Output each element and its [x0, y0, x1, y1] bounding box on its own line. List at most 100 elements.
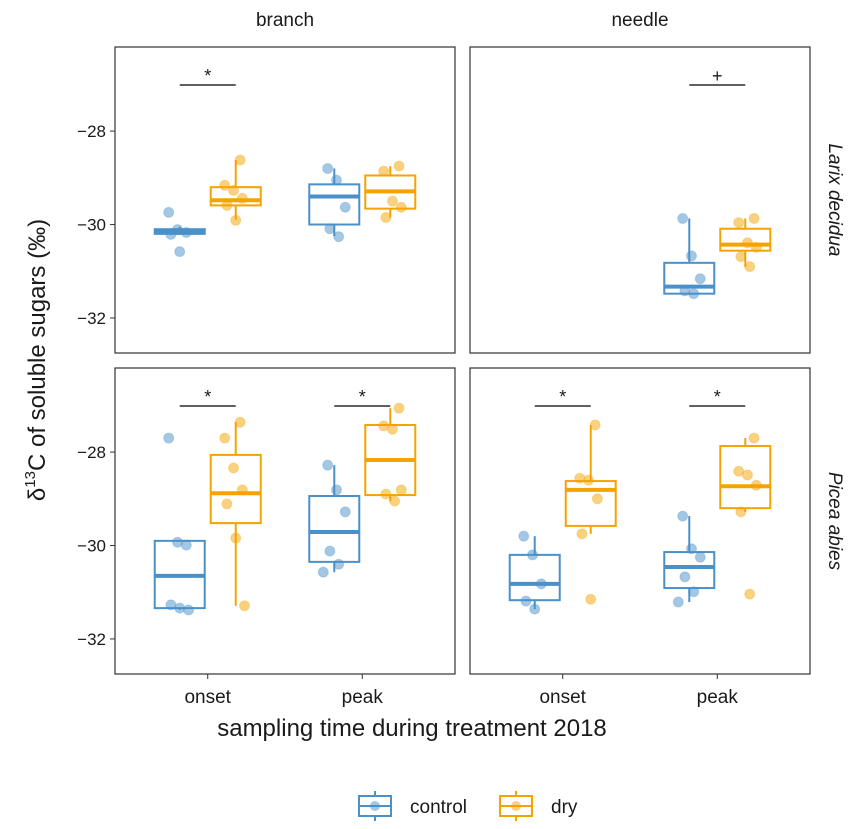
point — [339, 506, 351, 518]
box — [308, 183, 361, 226]
significance-label: * — [559, 387, 566, 407]
y-axis-title-superscript: 13 — [22, 471, 39, 488]
y-axis-title-prefix: δ — [24, 488, 51, 501]
point — [585, 593, 597, 605]
significance-label: * — [204, 387, 211, 407]
point — [688, 288, 700, 300]
point — [741, 469, 753, 481]
point — [324, 223, 336, 235]
point — [535, 578, 547, 590]
point — [741, 237, 753, 249]
significance-label: * — [359, 387, 366, 407]
point — [386, 423, 398, 435]
point — [576, 528, 588, 540]
point — [685, 250, 697, 262]
strip-label: needle — [611, 10, 668, 31]
point — [322, 459, 334, 471]
point — [389, 495, 401, 507]
legend-label: control — [410, 797, 467, 818]
point — [165, 599, 177, 611]
point — [591, 493, 603, 505]
box — [209, 453, 262, 525]
point — [395, 201, 407, 213]
point — [750, 479, 762, 491]
point — [180, 539, 192, 551]
point — [744, 588, 756, 600]
y-tick-label: −30 — [77, 216, 106, 235]
point — [529, 603, 541, 615]
strip-label: branch — [256, 10, 314, 31]
point — [735, 251, 747, 263]
point — [744, 261, 756, 273]
point — [180, 226, 192, 238]
point — [378, 165, 390, 177]
point — [677, 212, 689, 224]
point — [748, 212, 760, 224]
point — [324, 545, 336, 557]
box — [508, 553, 561, 602]
y-tick-label: −32 — [77, 630, 106, 649]
panel-frame — [469, 367, 811, 675]
point — [174, 602, 186, 614]
y-tick-label: −32 — [77, 309, 106, 328]
point — [694, 273, 706, 285]
point — [165, 228, 177, 240]
point — [679, 571, 691, 583]
point — [748, 432, 760, 444]
point — [317, 566, 329, 578]
point — [589, 419, 601, 431]
point — [583, 474, 595, 486]
point — [183, 604, 195, 616]
point — [174, 246, 186, 258]
box — [663, 551, 716, 590]
point — [380, 212, 392, 224]
box — [719, 227, 772, 252]
panel-frame — [469, 46, 811, 354]
point — [228, 462, 240, 474]
point — [236, 484, 248, 496]
significance-label: * — [714, 387, 721, 407]
point — [163, 206, 175, 218]
box — [564, 480, 617, 527]
point — [330, 484, 342, 496]
x-tick-label: peak — [697, 687, 739, 708]
panel-frame — [114, 367, 456, 675]
point — [518, 530, 530, 542]
point — [322, 162, 334, 174]
point — [234, 154, 246, 166]
point — [688, 586, 700, 598]
significance-label: * — [204, 66, 211, 86]
point — [333, 558, 345, 570]
point — [333, 231, 345, 243]
point — [677, 510, 689, 522]
x-tick-label: peak — [342, 687, 384, 708]
point — [330, 174, 342, 186]
point — [236, 192, 248, 204]
point — [163, 432, 175, 444]
legend-key-point — [370, 801, 380, 811]
strip-label: Larix decidua — [824, 143, 845, 256]
point — [393, 160, 405, 172]
point — [219, 179, 231, 191]
point — [380, 488, 392, 500]
point — [221, 199, 233, 211]
point — [750, 241, 762, 253]
legend-label: dry — [551, 797, 578, 818]
point — [230, 214, 242, 226]
y-axis-title-text: C of soluble sugars (‰) — [24, 219, 51, 471]
point — [694, 551, 706, 563]
panel-frame — [114, 46, 456, 354]
point — [219, 432, 231, 444]
x-axis-title: sampling time during treatment 2018 — [217, 715, 607, 742]
point — [735, 506, 747, 518]
legend-key-point — [511, 801, 521, 811]
y-tick-label: −28 — [77, 122, 106, 141]
point — [239, 600, 251, 612]
point — [733, 465, 745, 477]
significance-label: + — [712, 66, 723, 86]
point — [339, 201, 351, 213]
y-tick-label: −28 — [77, 443, 106, 462]
point — [221, 498, 233, 510]
point — [733, 217, 745, 229]
x-tick-label: onset — [184, 687, 231, 708]
